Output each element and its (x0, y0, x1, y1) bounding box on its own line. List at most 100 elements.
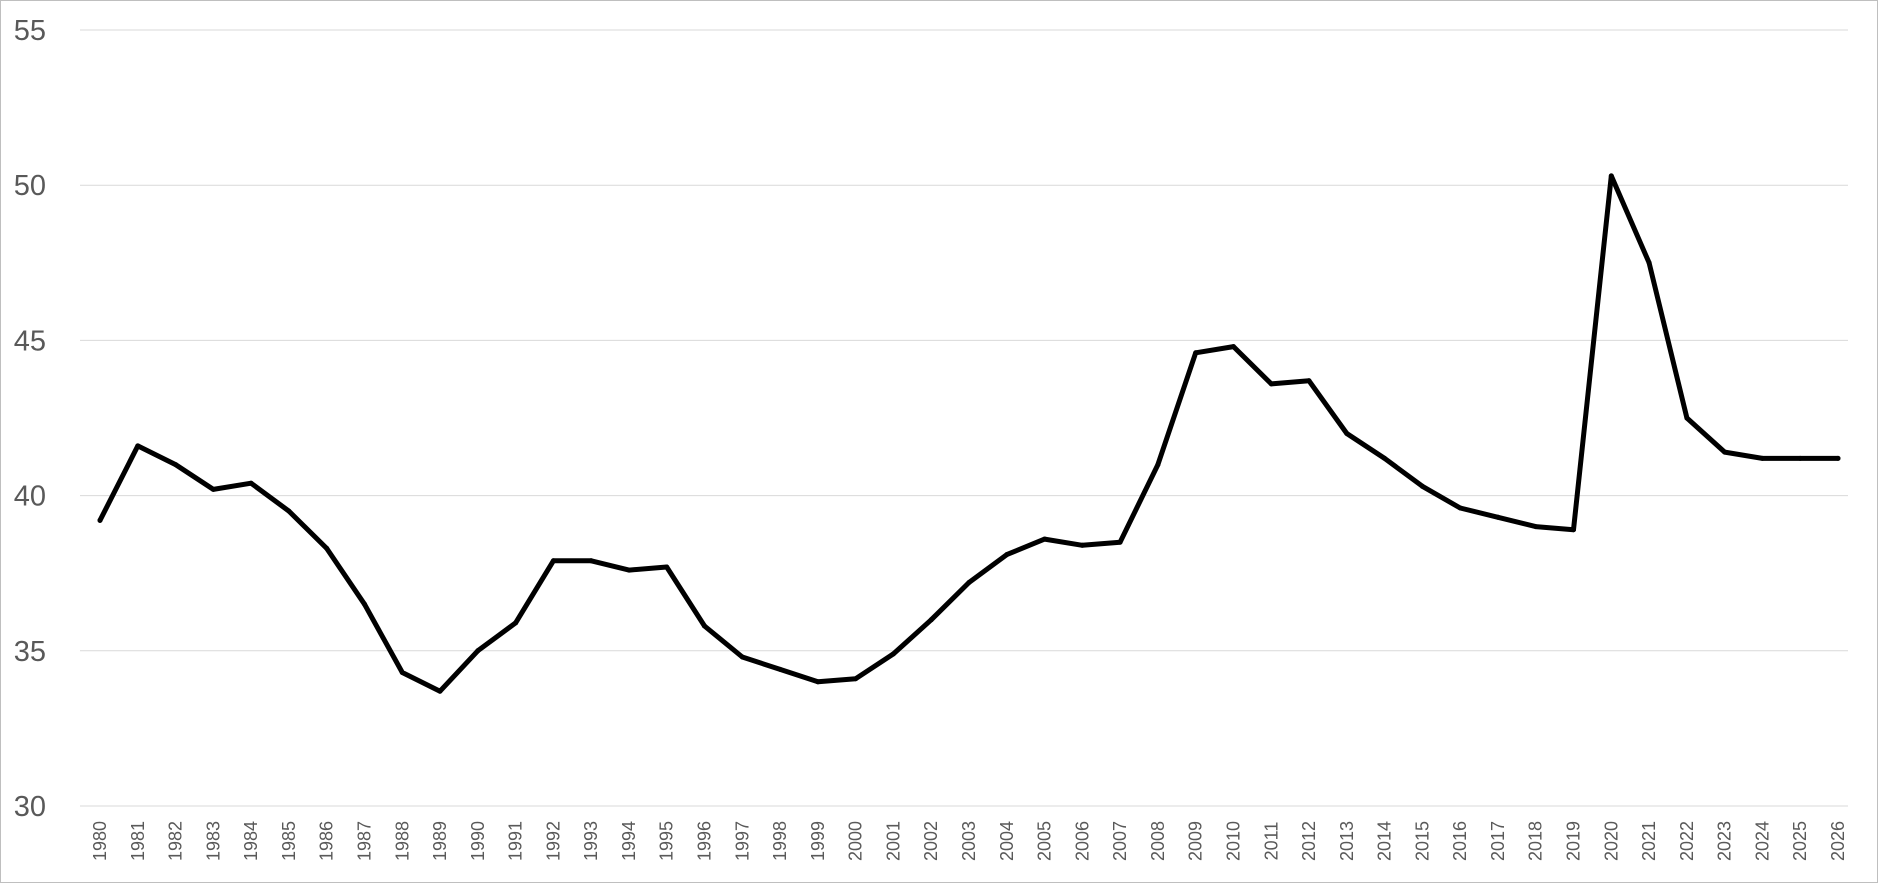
x-tick-label: 2021 (1639, 821, 1659, 861)
y-tick-label: 45 (14, 325, 46, 357)
x-tick-label: 1993 (581, 821, 601, 861)
data-point-1985 (286, 508, 292, 514)
x-tick-label: 2018 (1526, 821, 1546, 861)
x-tick-label: 1980 (90, 821, 110, 861)
data-point-1984 (248, 480, 254, 486)
x-tick-label: 1991 (506, 821, 526, 861)
data-point-1994 (626, 567, 632, 573)
series-layer (97, 173, 1841, 694)
data-point-1988 (399, 670, 405, 675)
x-tick-label: 2004 (997, 821, 1017, 861)
x-tick-label: 2016 (1450, 821, 1470, 861)
data-point-2008 (1155, 462, 1161, 468)
y-tick-label: 55 (14, 15, 46, 47)
data-point-1990 (475, 648, 481, 654)
x-tick-label: 2012 (1299, 821, 1319, 861)
x-tick-label: 1981 (128, 821, 148, 861)
data-point-2001 (890, 651, 896, 657)
x-tick-label: 1983 (203, 821, 223, 861)
y-tick-label: 50 (14, 170, 46, 202)
x-tick-label: 2019 (1564, 821, 1584, 861)
data-point-1986 (324, 545, 330, 551)
series-line (97, 173, 1841, 694)
data-point-2026 (1835, 455, 1841, 461)
data-point-1992 (550, 558, 556, 564)
data-point-2002 (928, 617, 934, 623)
x-tick-label: 2023 (1715, 821, 1735, 861)
data-point-1989 (437, 688, 443, 694)
x-tick-label: 2025 (1790, 821, 1810, 861)
data-point-2013 (1344, 431, 1350, 436)
x-axis-ticks: 1980 1981 1982 1983 1984 1985 1986 1987 1988 1989… (90, 821, 1848, 861)
x-tick-label: 1990 (468, 821, 488, 861)
x-tick-label: 2013 (1337, 821, 1357, 861)
x-tick-label: 2002 (921, 821, 941, 861)
x-tick-label: 2008 (1148, 821, 1168, 861)
data-point-2004 (1004, 552, 1010, 558)
x-tick-label: 2005 (1035, 821, 1055, 861)
y-tick-label: 40 (14, 481, 46, 513)
x-tick-label: 1997 (732, 821, 752, 861)
x-tick-label: 2009 (1186, 821, 1206, 861)
data-point-2006 (1079, 542, 1085, 548)
data-point-1995 (664, 564, 670, 570)
x-tick-label: 1995 (657, 821, 677, 861)
data-point-2022 (1684, 415, 1690, 421)
x-tick-label: 2000 (846, 821, 866, 861)
data-point-1997 (739, 654, 745, 660)
data-point-2014 (1382, 455, 1388, 461)
data-point-2017 (1495, 514, 1501, 520)
x-tick-label: 2003 (959, 821, 979, 861)
data-point-2024 (1759, 455, 1765, 461)
data-point-1980 (97, 517, 103, 523)
x-tick-label: 2006 (1072, 821, 1092, 861)
data-point-1998 (777, 666, 783, 672)
x-tick-label: 2026 (1828, 821, 1848, 861)
x-tick-label: 2014 (1375, 821, 1395, 861)
x-tick-label: 2024 (1752, 821, 1772, 861)
x-tick-label: 1994 (619, 821, 639, 861)
data-point-2005 (1042, 536, 1048, 542)
data-point-1996 (702, 623, 707, 629)
data-point-2020 (1608, 173, 1614, 179)
x-tick-label: 2020 (1601, 821, 1621, 861)
x-tick-label: 1984 (241, 821, 261, 861)
x-tick-label: 1987 (354, 821, 374, 861)
data-point-2025 (1797, 455, 1803, 461)
y-tick-label: 35 (14, 636, 46, 668)
data-point-2019 (1571, 527, 1576, 533)
x-tick-label: 2022 (1677, 821, 1697, 861)
x-tick-label: 1999 (808, 821, 828, 861)
x-tick-label: 1982 (166, 821, 186, 861)
data-point-2000 (853, 676, 859, 682)
x-tick-label: 2001 (883, 821, 903, 861)
x-tick-label: 2011 (1261, 822, 1281, 861)
data-point-1991 (513, 620, 519, 626)
data-point-1981 (135, 443, 141, 449)
data-point-2009 (1193, 350, 1199, 356)
x-tick-label: 2010 (1223, 821, 1243, 861)
y-axis-ticks: 30 35 40 45 50 55 (14, 15, 46, 823)
data-point-2015 (1419, 483, 1425, 489)
data-point-2023 (1722, 449, 1728, 455)
data-point-1983 (210, 486, 216, 492)
x-tick-label: 2007 (1110, 821, 1130, 861)
data-point-1982 (173, 462, 179, 468)
data-point-2016 (1457, 505, 1463, 511)
x-tick-label: 2017 (1488, 821, 1508, 861)
x-tick-label: 1985 (279, 821, 299, 861)
x-tick-label: 1996 (695, 821, 715, 861)
data-point-1987 (362, 601, 367, 607)
y-tick-label: 30 (14, 791, 46, 823)
x-tick-label: 1992 (543, 821, 563, 861)
data-point-2021 (1646, 260, 1652, 266)
x-tick-label: 2015 (1412, 821, 1432, 861)
data-point-2007 (1117, 539, 1123, 545)
data-point-2011 (1268, 381, 1274, 387)
data-point-2010 (1231, 344, 1236, 350)
data-point-2012 (1306, 378, 1312, 384)
gridlines (80, 29, 1848, 807)
data-point-2018 (1533, 524, 1539, 530)
